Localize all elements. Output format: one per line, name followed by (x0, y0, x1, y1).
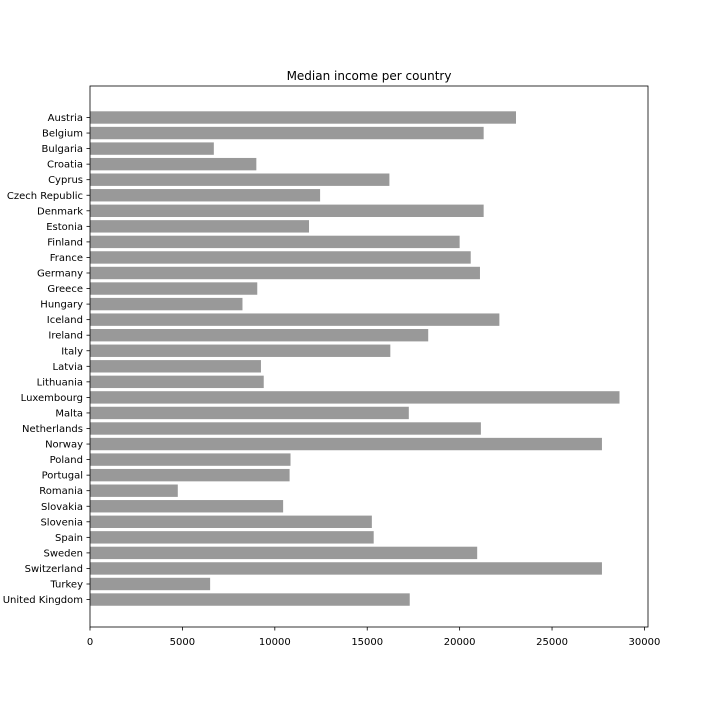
y-tick-label: Estonia (46, 222, 83, 233)
plot-frame (89, 85, 649, 628)
y-tick-label: Spain (55, 533, 83, 544)
y-tick-label: Lithuania (37, 377, 83, 388)
y-tick-label: Belgium (42, 129, 83, 140)
y-tick-label: Romania (39, 486, 83, 497)
bar-portugal (90, 468, 290, 482)
bar-romania (90, 484, 178, 497)
bar-sweden (90, 546, 478, 560)
y-tick-label: Slovakia (41, 502, 83, 513)
bar-luxembourg (90, 391, 620, 404)
y-tick-label: Ireland (48, 331, 83, 342)
y-tick-label: Denmark (37, 206, 83, 217)
y-tick-labels: Austria Belgium Bulgaria Croatia Cyprus Czech… (3, 113, 90, 606)
bar-iceland (90, 313, 500, 326)
y-tick-label: Czech Republic (7, 191, 83, 202)
bar-turkey (90, 577, 211, 591)
bar-france (90, 251, 471, 264)
bar-estonia (90, 220, 310, 233)
y-tick-label: Germany (37, 269, 83, 280)
bar-netherlands (90, 422, 481, 435)
bar-germany (90, 266, 480, 280)
y-tick-label: Poland (50, 455, 83, 466)
y-tick-label: Sweden (43, 548, 83, 559)
y-tick-label: Greece (47, 284, 83, 295)
bar-spain (90, 531, 374, 544)
y-tick-label: Switzerland (25, 564, 83, 575)
y-tick-label: France (50, 253, 83, 264)
y-tick-label: Latvia (53, 362, 83, 373)
y-tick-label: Turkey (49, 580, 83, 591)
y-tick-label: Austria (48, 113, 83, 124)
y-tick-label: Hungary (40, 300, 83, 311)
x-tick-label: 20000 (444, 637, 476, 648)
bar-malta (90, 406, 409, 420)
bar-bulgaria (90, 142, 214, 155)
y-tick-label: Slovenia (40, 517, 83, 528)
bar-croatia (90, 157, 257, 171)
bar-denmark (90, 204, 484, 217)
y-tick-label: Luxembourg (21, 393, 83, 404)
y-tick-label: Italy (61, 346, 83, 357)
bar-united-kingdom (90, 593, 410, 606)
bar-finland (90, 235, 460, 249)
bar-lithuania (90, 375, 264, 389)
y-tick-label: Malta (55, 408, 83, 419)
x-tick-label: 15000 (351, 637, 383, 648)
bar-cyprus (90, 173, 390, 186)
x-tick-label: 10000 (259, 637, 291, 648)
bar-hungary (90, 297, 243, 311)
y-tick-label: Portugal (42, 471, 83, 482)
bar-czech-republic (90, 189, 321, 202)
y-tick-label: Cyprus (48, 175, 83, 186)
bar-poland (90, 453, 291, 466)
bar-switzerland (90, 562, 602, 575)
bar-latvia (90, 360, 261, 373)
y-tick-label: Norway (45, 440, 83, 451)
x-tick-label: 30000 (629, 637, 661, 648)
y-tick-label: Iceland (47, 315, 83, 326)
x-ticks: 0 5000 10000 15000 20000 25000 30000 (87, 627, 661, 648)
bar-austria (90, 111, 517, 124)
bar-norway (90, 437, 602, 451)
chart-title: Median income per country (287, 69, 452, 83)
bar-belgium (90, 126, 484, 140)
y-tick-label: Croatia (47, 160, 83, 171)
x-tick-label: 25000 (536, 637, 568, 648)
y-tick-label: United Kingdom (3, 595, 83, 606)
y-tick-label: Netherlands (22, 424, 83, 435)
y-tick-label: Bulgaria (42, 144, 83, 155)
bar-italy (90, 344, 391, 357)
x-tick-label: 0 (87, 637, 93, 648)
bar-ireland (90, 329, 429, 342)
y-tick-label: Finland (47, 237, 83, 248)
bar-slovakia (90, 500, 284, 513)
x-tick-label: 5000 (170, 637, 195, 648)
bar-slovenia (90, 515, 372, 528)
bars-layer (90, 111, 620, 606)
bar-greece (90, 282, 258, 295)
